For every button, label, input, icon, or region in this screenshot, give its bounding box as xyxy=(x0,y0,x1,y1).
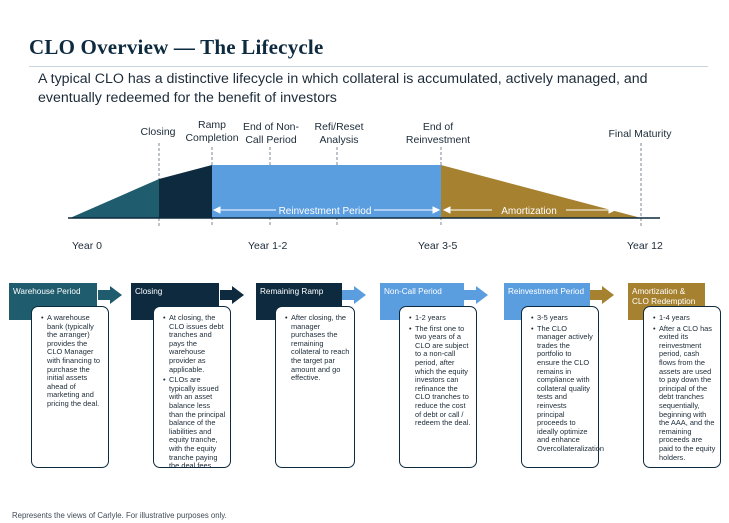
warehouse-segment xyxy=(70,179,159,218)
stage-bullet: At closing, the CLO issues debt tranches… xyxy=(163,313,226,374)
stage-card-non-call: 1-2 years The first one to two years of … xyxy=(399,306,477,468)
stage-bullet: The CLO manager actively trades the port… xyxy=(531,324,604,454)
stage-bullet: After closing, the manager purchases the… xyxy=(285,313,350,383)
stage-bullet: CLOs are typically issued with an asset … xyxy=(163,375,226,471)
page-title: CLO Overview — The Lifecycle xyxy=(29,35,324,59)
stage-arrow-2 xyxy=(220,286,244,304)
milestone-final-maturity: Final Maturity xyxy=(608,128,672,140)
stage-arrow-5 xyxy=(590,286,614,304)
footer-disclaimer: Represents the views of Carlyle. For ill… xyxy=(12,511,227,520)
year-label-3: Year 12 xyxy=(627,240,663,252)
stage-arrows xyxy=(98,286,614,304)
amortization-segment xyxy=(441,165,641,218)
stage-arrow-3 xyxy=(342,286,366,304)
stage-arrow-4 xyxy=(464,286,488,304)
stage-card-amortization: 1-4 years After a CLO has exited its rei… xyxy=(643,306,721,468)
milestone-refi-reset: Refi/Reset Analysis xyxy=(314,121,364,146)
milestone-ramp-completion: Ramp Completion xyxy=(185,119,239,144)
title-divider xyxy=(29,66,708,67)
stage-bullet: The first one to two years of a CLO are … xyxy=(409,324,472,428)
ramp-segment xyxy=(159,165,212,218)
milestone-end-non-call: End of Non- Call Period xyxy=(242,121,300,146)
stage-card-warehouse: A warehouse bank (typically the arranger… xyxy=(31,306,109,468)
reinvestment-label: Reinvestment Period xyxy=(279,206,372,217)
year-label-1: Year 1-2 xyxy=(248,240,288,252)
milestone-end-reinvestment: End of Reinvestment xyxy=(405,121,471,146)
reinvestment-arrow xyxy=(212,206,441,214)
amortization-label: Amortization xyxy=(501,206,557,217)
stage-card-reinvestment: 3-5 years The CLO manager actively trade… xyxy=(521,306,604,468)
amortization-arrow xyxy=(442,206,617,214)
stage-card-closing: At closing, the CLO issues debt tranches… xyxy=(153,306,231,471)
stage-card-remaining-ramp: After closing, the manager purchases the… xyxy=(275,306,355,468)
stage-bullet: After a CLO has exited its reinvestment … xyxy=(653,324,716,463)
reinvestment-segment xyxy=(212,165,441,218)
stage-bullet: A warehouse bank (typically the arranger… xyxy=(41,313,104,409)
stage-bullet: 1-2 years xyxy=(409,313,472,323)
stage-bullet: 1-4 years xyxy=(653,313,716,323)
milestone-closing: Closing xyxy=(140,126,176,138)
page-subtitle: A typical CLO has a distinctive lifecycl… xyxy=(38,71,648,106)
stage-arrow-1 xyxy=(98,286,122,304)
stage-bullet: 3-5 years xyxy=(531,313,594,323)
year-label-2: Year 3-5 xyxy=(418,240,458,252)
year-label-0: Year 0 xyxy=(72,240,102,252)
